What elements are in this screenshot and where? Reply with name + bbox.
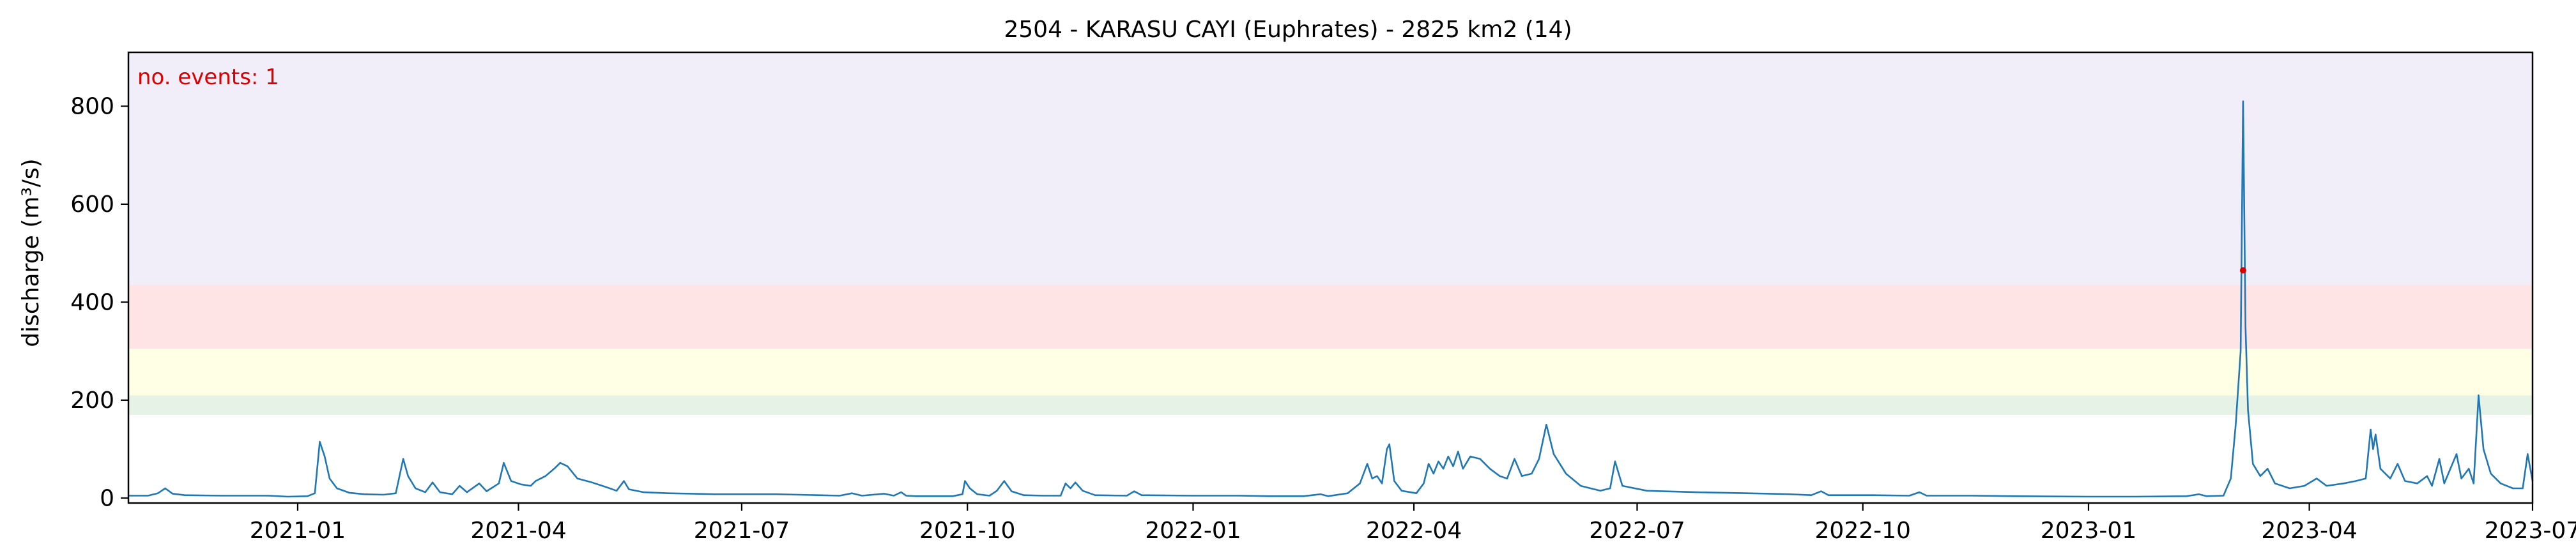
y-tick-label-400: 400	[70, 289, 114, 315]
x-tick-label-2022-10: 2022-10	[1815, 518, 1911, 544]
y-axis-label: discharge (m³/s)	[18, 158, 44, 347]
discharge-line-0	[128, 100, 2534, 498]
series-layer	[128, 100, 2534, 498]
x-tick-label-2023-04: 2023-04	[2261, 518, 2357, 544]
x-axis: 2021-01 2021-04 2021-07 2021-10 2022-01 2022-…	[250, 503, 2576, 544]
event-marker	[2239, 267, 2246, 274]
x-tick-label-2022-01: 2022-01	[1145, 518, 1241, 544]
y-tick-label-0: 0	[100, 485, 114, 511]
threshold-band-0	[128, 395, 2533, 415]
x-tick-label-2021-04: 2021-04	[470, 518, 566, 544]
y-axis: 0 200 400 600 800	[70, 93, 128, 511]
x-tick-label-2022-04: 2022-04	[1366, 518, 1462, 544]
threshold-bands	[128, 52, 2533, 415]
x-tick-label-2021-07: 2021-07	[694, 518, 790, 544]
threshold-band-2	[128, 285, 2533, 349]
x-tick-label-2023-07: 2023-07	[2485, 518, 2576, 544]
event-layer	[2239, 267, 2246, 274]
x-tick-label-2023-01: 2023-01	[2041, 518, 2136, 544]
chart-title: 2504 - KARASU CAYI (Euphrates) - 2825 km…	[1004, 17, 1572, 43]
y-tick-label-800: 800	[70, 93, 114, 119]
events-annotation: no. events: 1	[137, 64, 279, 90]
x-tick-label-2022-07: 2022-07	[1589, 518, 1685, 544]
y-tick-label-600: 600	[70, 192, 114, 218]
threshold-band-1	[128, 349, 2533, 396]
plot-frame	[127, 51, 2534, 504]
x-tick-label-2021-01: 2021-01	[250, 518, 346, 544]
threshold-band-3	[128, 52, 2533, 285]
x-tick-label-2021-10: 2021-10	[919, 518, 1015, 544]
y-tick-label-200: 200	[70, 387, 114, 414]
